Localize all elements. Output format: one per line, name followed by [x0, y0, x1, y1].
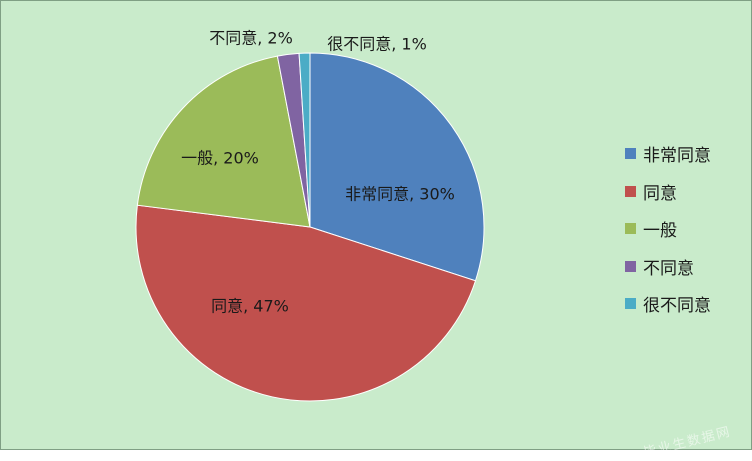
- legend-swatch: [625, 260, 636, 272]
- legend-label: 很不同意: [643, 296, 711, 317]
- legend-item-agree: 同意: [625, 173, 711, 211]
- pie-chart: 非常同意, 30% 同意, 47% 一般, 20% 不同意, 2% 很不同意, 1%: [135, 29, 485, 402]
- legend-label: 非常同意: [643, 146, 711, 167]
- legend: 非常同意 同意 一般 不同意 很不同意: [625, 135, 711, 323]
- legend-swatch: [625, 148, 636, 160]
- pie-slice-strongly-agree: [309, 52, 485, 282]
- legend-item-strongly-agree: 非常同意: [625, 135, 711, 173]
- pie-slice-strongly-disagree: [298, 52, 311, 228]
- legend-label: 一般: [643, 221, 677, 242]
- chart-area: 非常同意, 30% 同意, 47% 一般, 20% 不同意, 2% 很不同意, 1% 非…: [0, 0, 752, 450]
- legend-swatch: [625, 223, 636, 235]
- pie-slice-agree: [135, 204, 477, 402]
- legend-item-disagree: 不同意: [625, 248, 711, 286]
- data-label-neutral: 一般, 20%: [181, 149, 259, 168]
- data-label-agree: 同意, 47%: [211, 297, 289, 316]
- legend-item-strongly-disagree: 很不同意: [625, 285, 711, 323]
- legend-item-neutral: 一般: [625, 210, 711, 248]
- legend-label: 同意: [643, 183, 677, 204]
- legend-label: 不同意: [643, 258, 694, 279]
- legend-swatch: [625, 298, 636, 310]
- data-label-strongly-agree: 非常同意, 30%: [345, 185, 455, 204]
- data-label-strongly-disagree: 很不同意, 1%: [327, 35, 427, 54]
- legend-swatch: [625, 185, 636, 197]
- pie-slice-neutral: [136, 55, 311, 228]
- data-label-disagree: 不同意, 2%: [209, 29, 293, 48]
